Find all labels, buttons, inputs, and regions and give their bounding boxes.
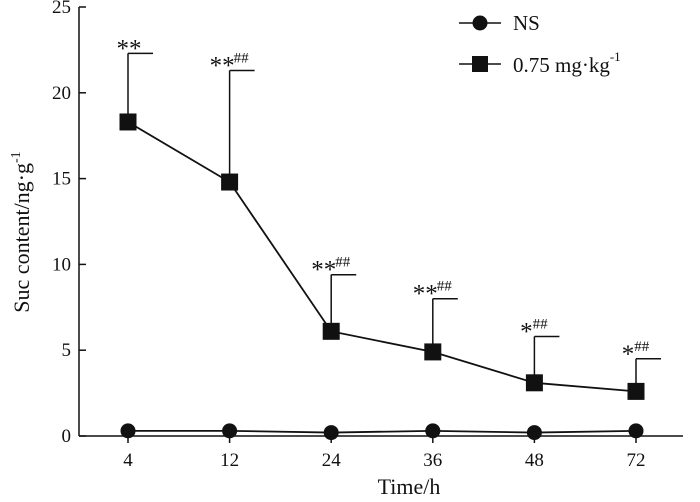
- data-point: [628, 423, 644, 439]
- significance-hashes: ##: [437, 279, 453, 295]
- y-tick-label: 25: [52, 0, 71, 18]
- data-point: [424, 343, 442, 361]
- x-tick-label: 4: [123, 450, 133, 471]
- significance-hashes: ##: [335, 255, 351, 271]
- y-tick-label: 5: [62, 340, 72, 361]
- series-layer: [119, 52, 661, 441]
- legend-ns-label: NS: [513, 11, 540, 35]
- x-tick-label: 12: [220, 450, 239, 471]
- legend-dose-label-text: 0.75 mg·kg: [513, 53, 610, 77]
- significance-stars: **: [311, 257, 336, 284]
- data-point: [526, 425, 542, 441]
- significance-hashes: ##: [533, 316, 549, 332]
- y-tick-label: 15: [52, 169, 71, 190]
- data-point: [425, 423, 441, 439]
- series-line: [127, 121, 637, 393]
- series-dose: [119, 52, 661, 400]
- x-tick-label: 24: [322, 450, 342, 471]
- significance-stars: **: [117, 35, 142, 62]
- x-axis-ticks: 4 12 24 36 48 72: [123, 436, 646, 471]
- y-axis-title-text: Suc content/ng·g: [9, 163, 34, 313]
- axes: [78, 7, 683, 437]
- significance-stars: *: [520, 318, 533, 345]
- significance-annotations: **** ##** ##** ##* ##* ##: [117, 35, 650, 367]
- significance-hashes: ##: [634, 339, 650, 355]
- legend-ns-marker: [472, 15, 488, 31]
- data-point: [120, 423, 136, 439]
- data-point: [323, 425, 339, 441]
- data-point: [525, 374, 543, 392]
- y-tick-label: 10: [52, 254, 71, 275]
- significance-hashes: ##: [234, 50, 250, 66]
- x-tick-label: 48: [525, 450, 544, 471]
- x-axis-title: Time/h: [378, 474, 441, 499]
- y-axis-title-superscript: -1: [9, 151, 24, 163]
- x-tick-label: 72: [627, 450, 646, 471]
- y-tick-label: 20: [52, 83, 71, 104]
- data-point: [322, 322, 340, 340]
- series-line: [128, 429, 637, 434]
- data-point: [627, 382, 645, 400]
- significance-stars: *: [622, 341, 635, 368]
- legend-dose-marker: [472, 56, 488, 72]
- y-axis-ticks: 0 5 10 15 20 25: [52, 0, 86, 447]
- y-axis-title: Suc content/ng·g-1: [9, 151, 34, 312]
- significance-stars: **: [210, 52, 235, 79]
- series-ns: [120, 423, 644, 441]
- legend: NS 0.75 mg·kg-1: [459, 11, 621, 77]
- significance-stars: **: [413, 281, 438, 308]
- x-tick-label: 36: [423, 450, 442, 471]
- legend-dose-label-superscript: -1: [610, 49, 621, 64]
- y-tick-label: 0: [62, 426, 72, 447]
- legend-dose-label: 0.75 mg·kg-1: [513, 49, 621, 77]
- data-point: [119, 113, 137, 131]
- data-point: [222, 423, 238, 439]
- data-point: [221, 173, 239, 191]
